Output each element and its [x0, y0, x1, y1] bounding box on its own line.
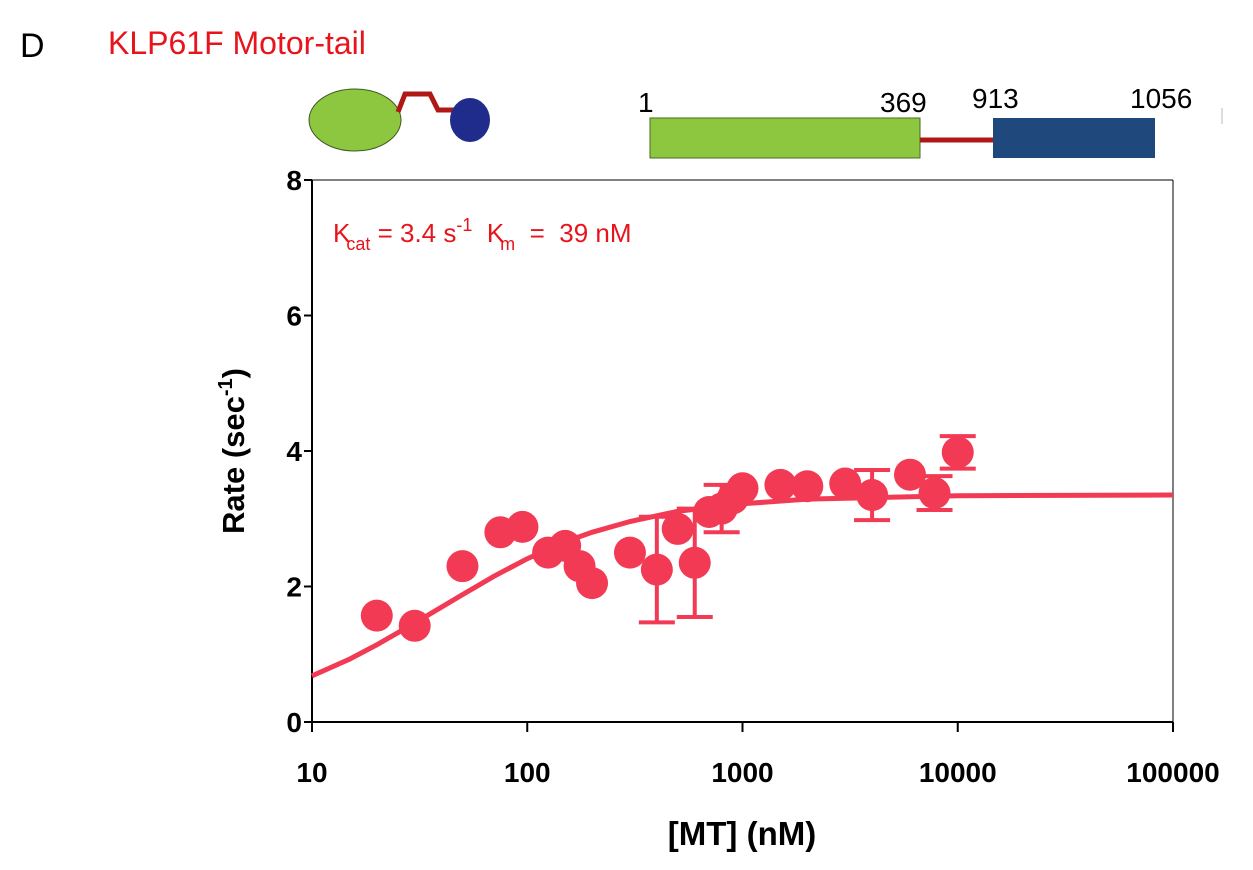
annotation-part: K: [333, 218, 351, 248]
annotation-part: = 39 nM: [515, 218, 631, 248]
residue-label: 913: [972, 83, 1019, 114]
kinetics-annotation: Kcat = 3.4 s-1 Km = 39 nM: [333, 215, 632, 254]
y-label-part: ): [216, 368, 251, 378]
data-point: [506, 510, 539, 543]
x-tick-label: 10000: [919, 757, 997, 788]
y-label-part: -1: [215, 378, 237, 396]
fit-curve: [310, 492, 1174, 679]
data-point: [941, 436, 974, 469]
residue-label: 369: [880, 87, 927, 118]
y-tick-label: 2: [286, 572, 302, 603]
x-tick-label: 1000: [711, 757, 773, 788]
data-point: [678, 546, 711, 579]
chart-title: KLP61F Motor-tail: [108, 25, 366, 61]
x-tick-label: 100000: [1126, 757, 1219, 788]
y-tick-label: 0: [286, 707, 302, 738]
y-tick-label: 4: [286, 436, 302, 467]
annotation-part: = 3.4 s: [370, 218, 456, 248]
y-axis-label: Rate (sec-1): [215, 368, 251, 534]
linker: [395, 91, 455, 113]
annotation-part: K: [472, 218, 504, 248]
residue-label: 1056: [1130, 83, 1192, 114]
data-point: [661, 512, 694, 545]
data-point: [893, 458, 926, 491]
data-point: [764, 468, 797, 501]
data-point: [918, 477, 951, 510]
annotation-part: m: [500, 234, 515, 254]
motor-domain-bar: [649, 117, 921, 159]
data-point: [726, 472, 759, 505]
residue-label: 1: [638, 87, 654, 118]
y-tick-label: 6: [286, 301, 302, 332]
x-tick-label: 100: [504, 757, 551, 788]
data-point: [791, 470, 824, 503]
tail-domain-bar: [993, 118, 1155, 158]
motor-head: [308, 88, 402, 152]
tail-domain: [450, 98, 490, 142]
annotation-part: -1: [456, 215, 472, 235]
y-tick-label: 8: [286, 165, 302, 196]
data-point: [446, 550, 479, 583]
data-point: [613, 536, 646, 569]
data-point: [576, 567, 609, 600]
panel-label: D: [20, 27, 45, 65]
data-point: [360, 599, 393, 632]
data-point: [829, 467, 862, 500]
x-axis-label: [MT] (nM): [668, 815, 816, 852]
y-label-part: Rate (sec: [216, 396, 251, 534]
data-point: [856, 479, 889, 512]
x-tick-label: 10: [296, 757, 327, 788]
annotation-part: cat: [346, 234, 370, 254]
data-point: [640, 553, 673, 586]
data-point: [398, 609, 431, 642]
